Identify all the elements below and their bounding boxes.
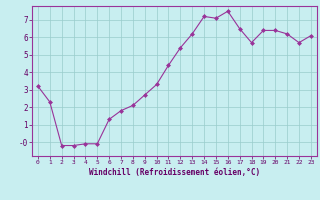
X-axis label: Windchill (Refroidissement éolien,°C): Windchill (Refroidissement éolien,°C) [89,168,260,177]
